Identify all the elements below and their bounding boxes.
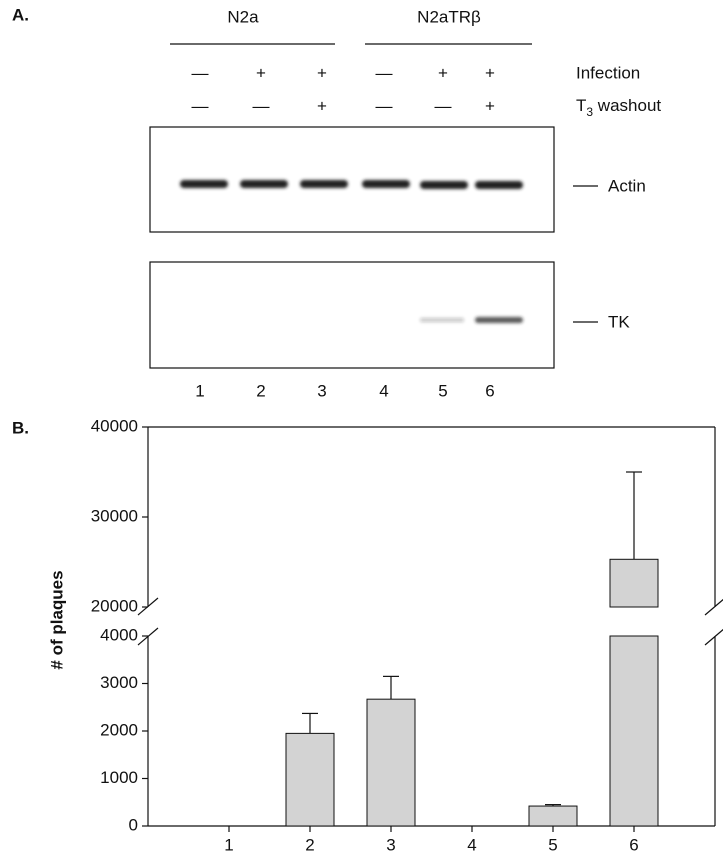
y-tick-label: 30000: [91, 506, 138, 525]
blot-box: [150, 127, 554, 232]
lane-label: 3: [317, 381, 326, 400]
label-text: washout: [593, 96, 661, 115]
condition-mark: +: [317, 96, 327, 115]
y-axis-label: # of plaques: [47, 570, 66, 669]
y-tick-label: 3000: [100, 673, 138, 692]
condition-mark: +: [485, 96, 495, 115]
condition-mark: —: [192, 63, 209, 82]
lane-label: 1: [195, 381, 204, 400]
group-label: N2aTRβ: [417, 7, 481, 26]
lane-label: 6: [485, 381, 494, 400]
x-tick-label: 6: [629, 835, 638, 854]
blot-label: TK: [608, 312, 630, 331]
condition-label: Infection: [576, 63, 640, 82]
condition-mark: —: [376, 96, 393, 115]
condition-label: T3 washout: [576, 96, 661, 119]
condition-mark: —: [435, 96, 452, 115]
x-tick-label: 3: [386, 835, 395, 854]
x-tick-label: 1: [224, 835, 233, 854]
bar: [367, 699, 415, 826]
y-tick-label: 40000: [91, 416, 138, 435]
group-label: N2a: [227, 7, 259, 26]
y-tick-label: 1000: [100, 768, 138, 787]
label-text: T: [576, 96, 586, 115]
x-tick-label: 2: [305, 835, 314, 854]
y-tick-label: 0: [129, 815, 138, 834]
blot-bands: [180, 180, 523, 323]
x-tick-label: 5: [548, 835, 557, 854]
condition-mark: +: [485, 63, 495, 82]
condition-mark: +: [438, 63, 448, 82]
condition-mark: —: [192, 96, 209, 115]
condition-mark: —: [253, 96, 270, 115]
lane-label: 2: [256, 381, 265, 400]
bar: [529, 806, 577, 826]
bar: [286, 733, 334, 826]
condition-mark: +: [317, 63, 327, 82]
bar: [610, 559, 658, 607]
axis-break: [705, 628, 723, 645]
panel-label: A.: [12, 5, 29, 24]
bar: [610, 636, 658, 826]
panel-label: B.: [12, 418, 29, 437]
x-tick-label: 4: [467, 835, 476, 854]
axis-break: [705, 598, 723, 615]
blot-box: [150, 262, 554, 368]
condition-mark: —: [376, 63, 393, 82]
y-tick-label: 4000: [100, 625, 138, 644]
y-tick-label: 20000: [91, 596, 138, 615]
lane-label: 5: [438, 381, 447, 400]
lane-label: 4: [379, 381, 388, 400]
blot-label: Actin: [608, 176, 646, 195]
condition-mark: +: [256, 63, 266, 82]
figure: A. N2a N2aTRβ Infection T3 washout Actin…: [0, 0, 723, 859]
y-tick-label: 2000: [100, 720, 138, 739]
